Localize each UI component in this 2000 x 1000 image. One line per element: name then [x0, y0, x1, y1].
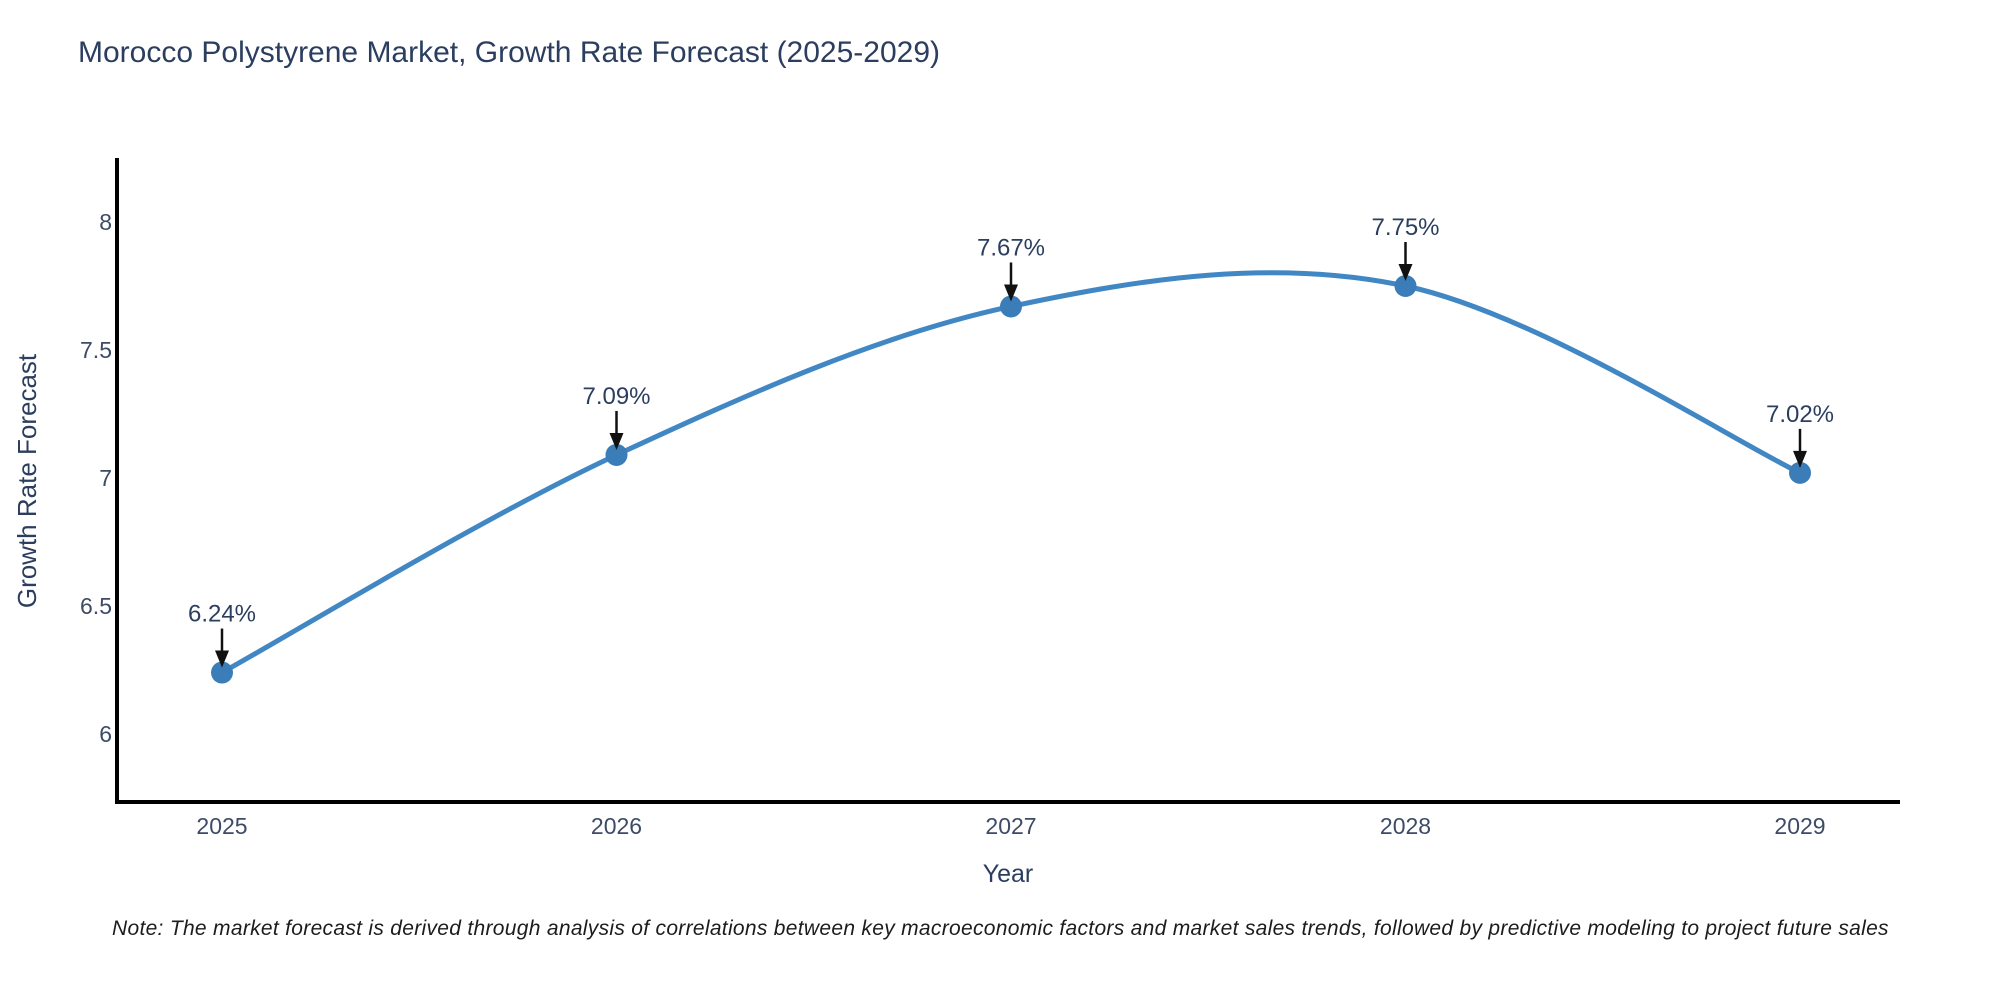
x-tick-label: 2029: [1774, 813, 1826, 839]
x-axis-title: Year: [982, 860, 1034, 888]
x-tick-label: 2027: [985, 813, 1037, 839]
annotation-arrow-head: [1398, 264, 1413, 281]
y-tick-label: 6.5: [80, 593, 112, 619]
x-tick-label: 2026: [590, 813, 643, 839]
data-point-label: 7.02%: [1766, 401, 1834, 428]
annotation-arrow-head: [1793, 450, 1807, 468]
data-point-marker-2028[interactable]: [1394, 275, 1417, 297]
annotation-arrow-head: [609, 432, 624, 450]
y-tick-label: 8: [99, 209, 112, 235]
y-tick-label: 6: [99, 721, 112, 747]
chart-title: Morocco Polystyrene Market, Growth Rate …: [78, 36, 941, 69]
data-point-marker-2026[interactable]: [605, 443, 628, 466]
annotation-arrow-head: [215, 650, 229, 668]
y-tick-label: 7: [99, 465, 112, 491]
x-tick-label: 2025: [196, 813, 248, 839]
data-point-label: 7.09%: [582, 383, 650, 410]
footnote: Note: The market forecast is derived thr…: [112, 917, 1889, 940]
data-point-marker-2027[interactable]: [1000, 295, 1022, 318]
data-point-label: 7.67%: [977, 234, 1045, 261]
x-tick-label: 2028: [1379, 813, 1432, 839]
data-point-label: 7.75%: [1371, 214, 1439, 241]
data-point-marker-2025[interactable]: [211, 661, 233, 684]
y-tick-label: 7.5: [80, 337, 112, 363]
data-point-marker-2029[interactable]: [1789, 461, 1811, 484]
data-point-label: 6.24%: [188, 601, 256, 628]
annotation-arrow-head: [1004, 284, 1018, 302]
trend-line: [219, 270, 1803, 676]
